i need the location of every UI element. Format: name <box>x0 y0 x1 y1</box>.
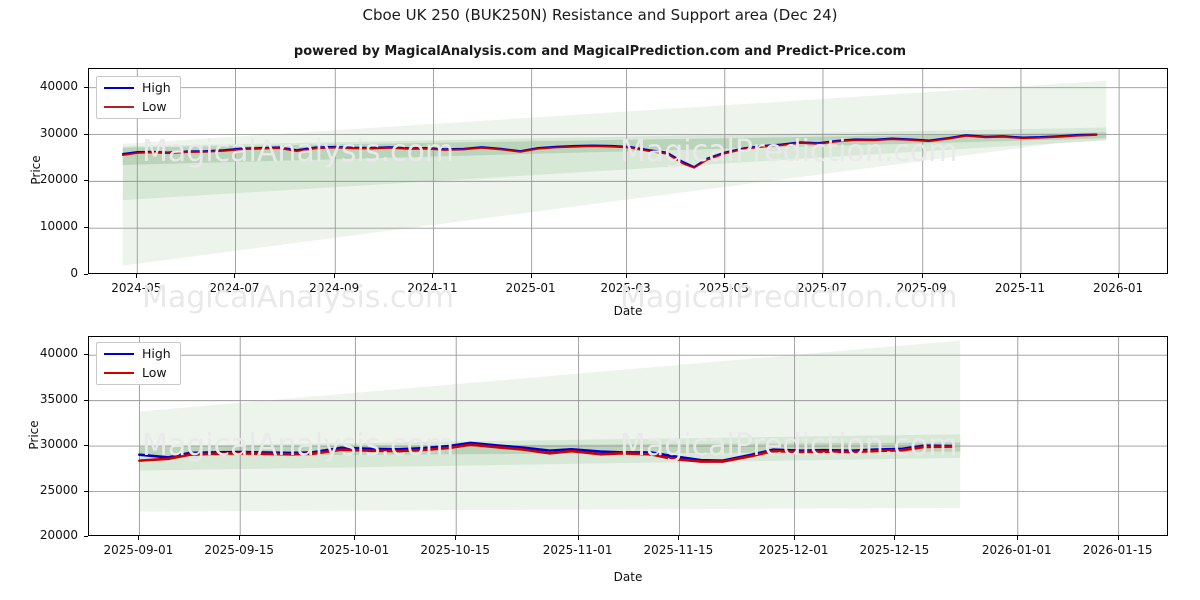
legend-low-label: Low <box>142 364 167 380</box>
y-tick-label: 30000 <box>39 125 78 140</box>
y-tick-label: 30000 <box>39 437 78 452</box>
detail-legend: High Low <box>96 342 181 385</box>
y-tick-mark <box>84 399 88 401</box>
band-resistance-support-wedge <box>139 340 961 512</box>
detail-x-axis-label: Date <box>613 570 643 584</box>
x-tick-mark <box>1117 536 1119 540</box>
x-tick-mark <box>432 274 434 278</box>
band-resistance-support-wedge <box>122 80 1107 266</box>
detail-plot-frame <box>88 336 1168 536</box>
y-tick-mark <box>84 274 88 275</box>
y-tick-mark <box>84 490 88 492</box>
page-subtitle: powered by MagicalAnalysis.com and Magic… <box>293 44 907 59</box>
legend-high-line <box>104 353 134 356</box>
x-tick-mark <box>921 274 923 278</box>
x-tick-mark <box>1118 274 1120 278</box>
detail-plot-svg <box>89 337 1167 535</box>
x-tick-mark <box>821 274 823 278</box>
y-tick-label: 20000 <box>39 172 78 187</box>
x-tick-mark <box>793 536 795 540</box>
x-tick-label: 2025-09 <box>896 281 947 295</box>
x-tick-mark <box>577 536 579 540</box>
x-tick-label: 2025-11-15 <box>643 543 714 557</box>
y-tick-label: 0 <box>70 266 78 280</box>
x-tick-mark <box>334 274 336 278</box>
x-tick-label: 2024-11 <box>407 281 458 295</box>
y-tick-label: 20000 <box>39 528 78 542</box>
x-tick-label: 2025-12-15 <box>859 543 930 557</box>
y-tick-mark <box>84 86 88 88</box>
x-tick-label: 2024-07 <box>209 281 260 295</box>
x-tick-mark <box>455 536 457 540</box>
legend-row-low: Low <box>104 98 171 114</box>
y-tick-label: 10000 <box>39 219 78 234</box>
series-line-high <box>138 441 955 462</box>
legend-high-label: High <box>142 80 171 95</box>
legend-low-label: Low <box>142 98 167 114</box>
legend-row-high: High <box>104 80 171 95</box>
x-tick-label: 2025-12-01 <box>758 543 829 557</box>
x-tick-mark <box>678 536 680 540</box>
overview-plot-frame <box>88 68 1168 274</box>
overview-y-axis-label: Price <box>29 155 43 185</box>
x-tick-label: 2026-01 <box>1093 281 1144 295</box>
y-tick-label: 40000 <box>39 78 78 93</box>
legend-high-line <box>104 87 134 90</box>
legend-row-low: Low <box>104 364 171 380</box>
y-tick-label: 25000 <box>39 482 78 497</box>
x-tick-mark <box>1016 536 1018 540</box>
x-tick-label: 2025-11-01 <box>542 543 613 557</box>
x-tick-mark <box>530 274 532 278</box>
x-tick-label: 2025-05 <box>698 281 749 295</box>
x-tick-label: 2025-09-01 <box>103 543 174 557</box>
x-tick-mark <box>239 536 241 540</box>
x-tick-label: 2025-01 <box>505 281 556 295</box>
legend-row-high: High <box>104 346 171 361</box>
detail-y-axis-label: Price <box>27 420 41 450</box>
overview-plot-svg <box>89 69 1167 273</box>
x-tick-label: 2025-03 <box>600 281 651 295</box>
y-tick-mark <box>84 536 88 537</box>
x-tick-label: 2026-01-01 <box>981 543 1052 557</box>
x-tick-mark <box>234 274 236 278</box>
x-tick-label: 2026-01-15 <box>1082 543 1153 557</box>
legend-high-label: High <box>142 346 171 361</box>
x-tick-label: 2025-09-15 <box>204 543 275 557</box>
x-tick-mark <box>723 274 725 278</box>
legend-low-line <box>104 371 134 374</box>
x-tick-mark <box>136 274 138 278</box>
y-tick-mark <box>84 445 88 447</box>
y-tick-mark <box>84 133 88 135</box>
series-line-low <box>121 134 1098 169</box>
legend-low-line <box>104 105 134 108</box>
detail-chart-panel <box>88 336 1168 536</box>
x-tick-label: 2025-10-15 <box>420 543 491 557</box>
x-tick-mark <box>1019 274 1021 278</box>
y-tick-mark <box>84 227 88 229</box>
page-title: Cboe UK 250 (BUK250N) Resistance and Sup… <box>362 6 838 24</box>
y-tick-label: 35000 <box>39 391 78 406</box>
y-tick-mark <box>84 180 88 182</box>
x-tick-label: 2024-09 <box>309 281 360 295</box>
x-tick-label: 2025-10-01 <box>319 543 390 557</box>
x-tick-label: 2025-11 <box>994 281 1045 295</box>
overview-legend: High Low <box>96 76 181 119</box>
series-line-low <box>138 443 955 463</box>
y-tick-label: 40000 <box>39 346 78 361</box>
x-tick-mark <box>138 536 140 540</box>
x-tick-mark <box>625 274 627 278</box>
y-tick-mark <box>84 354 88 356</box>
overview-x-axis-label: Date <box>613 304 643 318</box>
x-tick-mark <box>894 536 896 540</box>
overview-chart-panel <box>88 68 1168 274</box>
series-line-high <box>121 133 1098 168</box>
x-tick-label: 2024-05 <box>111 281 162 295</box>
x-tick-label: 2025-07 <box>796 281 847 295</box>
x-tick-mark <box>354 536 356 540</box>
